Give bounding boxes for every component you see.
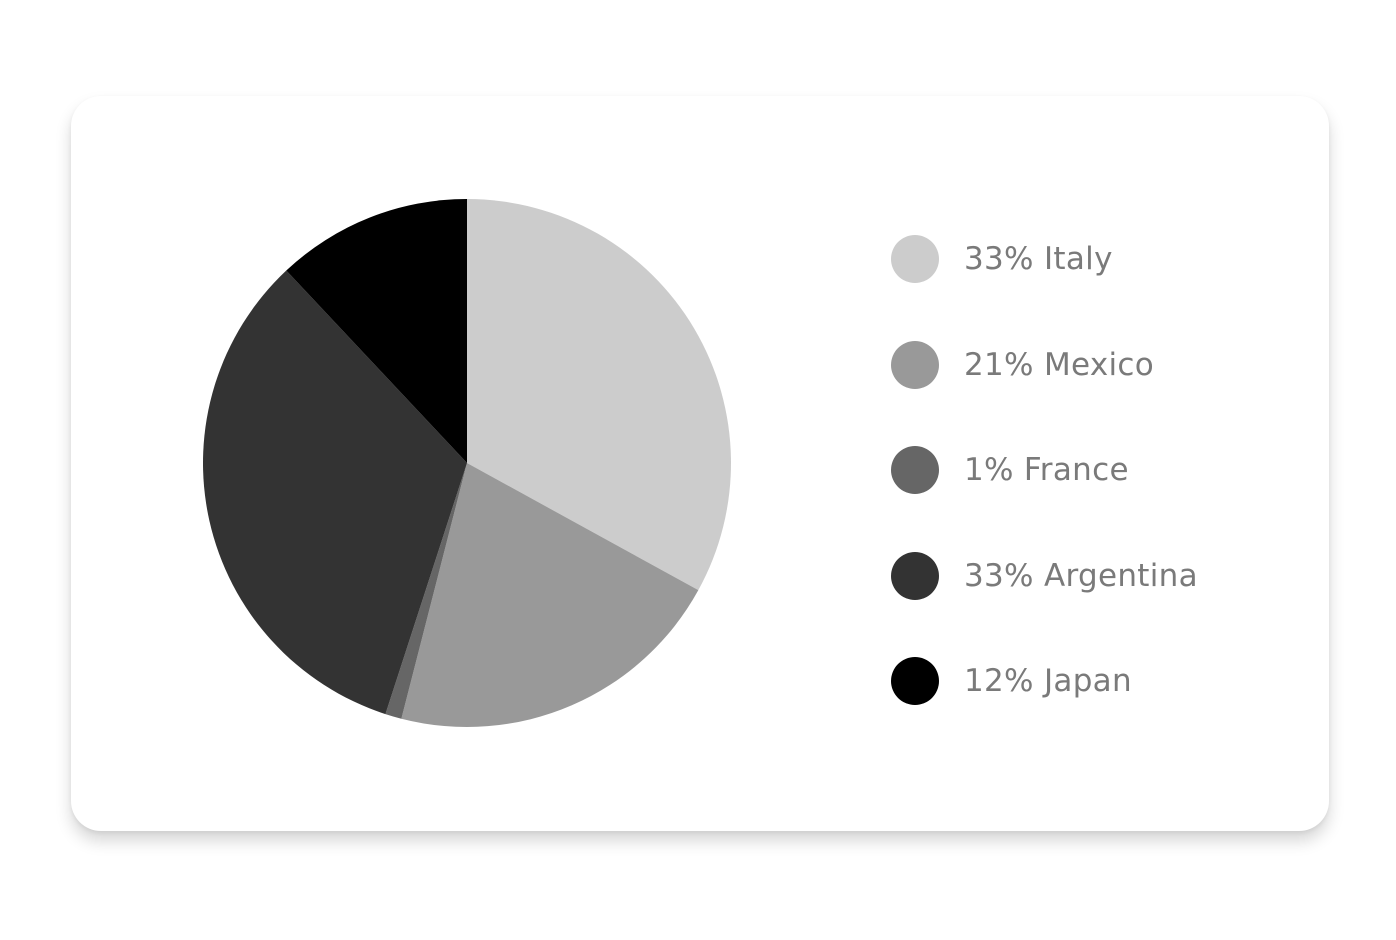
legend-item-france: 1% France (891, 445, 1198, 495)
legend-swatch-japan (891, 657, 939, 705)
legend-label-japan: 12% Japan (964, 663, 1132, 699)
legend-label-mexico: 21% Mexico (964, 346, 1154, 383)
legend-item-argentina: 33% Argentina (891, 551, 1198, 601)
pie-slice-france (385, 463, 467, 719)
pie-slice-mexico (401, 463, 699, 728)
pie-chart (202, 199, 731, 728)
legend-item-italy: 33% Italy (891, 234, 1198, 284)
legend: 33% Italy 21% Mexico 1% France 33% Argen… (891, 234, 1198, 706)
legend-swatch-argentina (891, 551, 939, 600)
legend-item-mexico: 21% Mexico (891, 340, 1198, 390)
legend-item-japan: 12% Japan (891, 656, 1198, 706)
chart-card: 33% Italy 21% Mexico 1% France 33% Argen… (71, 96, 1329, 831)
pie-slice-italy (467, 199, 731, 591)
pie-slice-argentina (202, 270, 468, 715)
pie-slice-japan (286, 199, 467, 463)
legend-swatch-mexico (891, 340, 939, 389)
legend-label-italy: 33% Italy (964, 241, 1113, 277)
legend-swatch-italy (891, 235, 939, 283)
legend-swatch-france (891, 446, 939, 494)
legend-label-argentina: 33% Argentina (964, 557, 1198, 594)
legend-label-france: 1% France (964, 452, 1129, 488)
